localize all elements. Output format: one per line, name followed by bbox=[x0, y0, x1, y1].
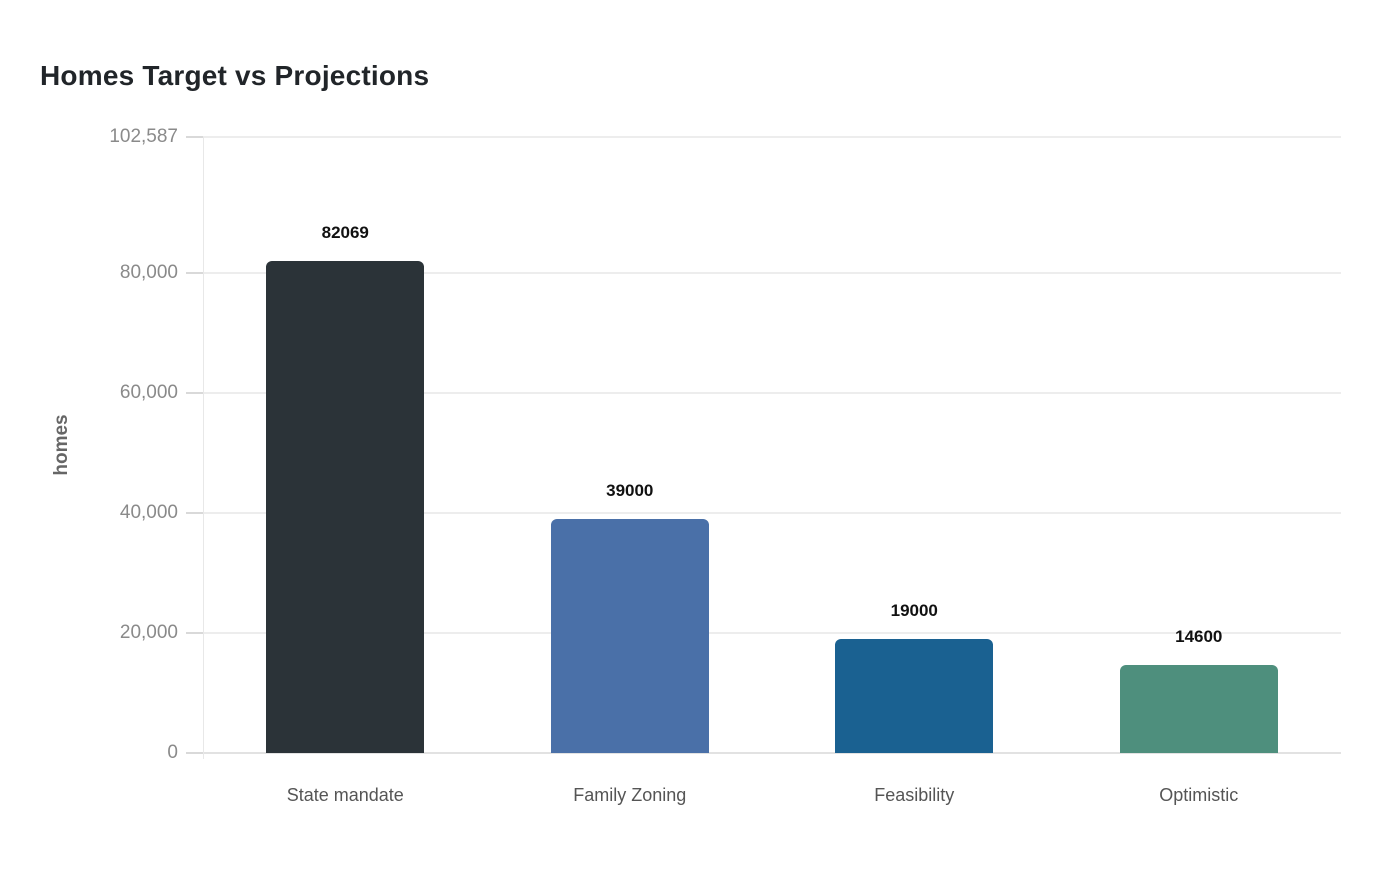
gridline bbox=[203, 392, 1341, 394]
chart-title: Homes Target vs Projections bbox=[40, 60, 430, 91]
y-tick-mark bbox=[186, 752, 203, 754]
y-tick-label: 40,000 bbox=[119, 502, 178, 523]
x-tick-label: Optimistic bbox=[1159, 785, 1239, 805]
gridline bbox=[203, 752, 1341, 754]
y-tick-label: 20,000 bbox=[119, 622, 178, 643]
bar-feasibility bbox=[835, 639, 994, 753]
bar-family-zoning bbox=[550, 519, 709, 753]
y-tick-label: 80,000 bbox=[119, 262, 178, 283]
x-tick-label: Feasibility bbox=[874, 785, 955, 805]
x-tick-label: Family Zoning bbox=[573, 785, 687, 805]
bar-value-label: 14600 bbox=[1175, 627, 1223, 647]
bar-value-label: 19000 bbox=[890, 601, 938, 620]
bar-value-label: 39000 bbox=[606, 481, 654, 500]
y-tick-label: 102,587 bbox=[109, 126, 178, 148]
bar-optimistic bbox=[1119, 665, 1278, 753]
y-axis-title: homes bbox=[51, 414, 72, 476]
x-tick-label: State mandate bbox=[286, 785, 404, 805]
gridline bbox=[203, 512, 1341, 514]
y-tick-mark bbox=[186, 272, 203, 274]
y-tick-mark bbox=[186, 392, 203, 394]
bar-value-label: 82069 bbox=[321, 222, 369, 242]
y-tick-label: 60,000 bbox=[119, 382, 178, 403]
gridline bbox=[203, 632, 1341, 634]
y-tick-label: 0 bbox=[167, 742, 178, 763]
gridline bbox=[203, 272, 1341, 274]
y-tick-mark bbox=[186, 632, 203, 634]
y-axis-line bbox=[203, 137, 204, 759]
bar-state-mandate bbox=[266, 260, 425, 753]
gridline bbox=[203, 136, 1341, 139]
y-tick-mark bbox=[186, 136, 203, 139]
y-tick-mark bbox=[186, 512, 203, 514]
